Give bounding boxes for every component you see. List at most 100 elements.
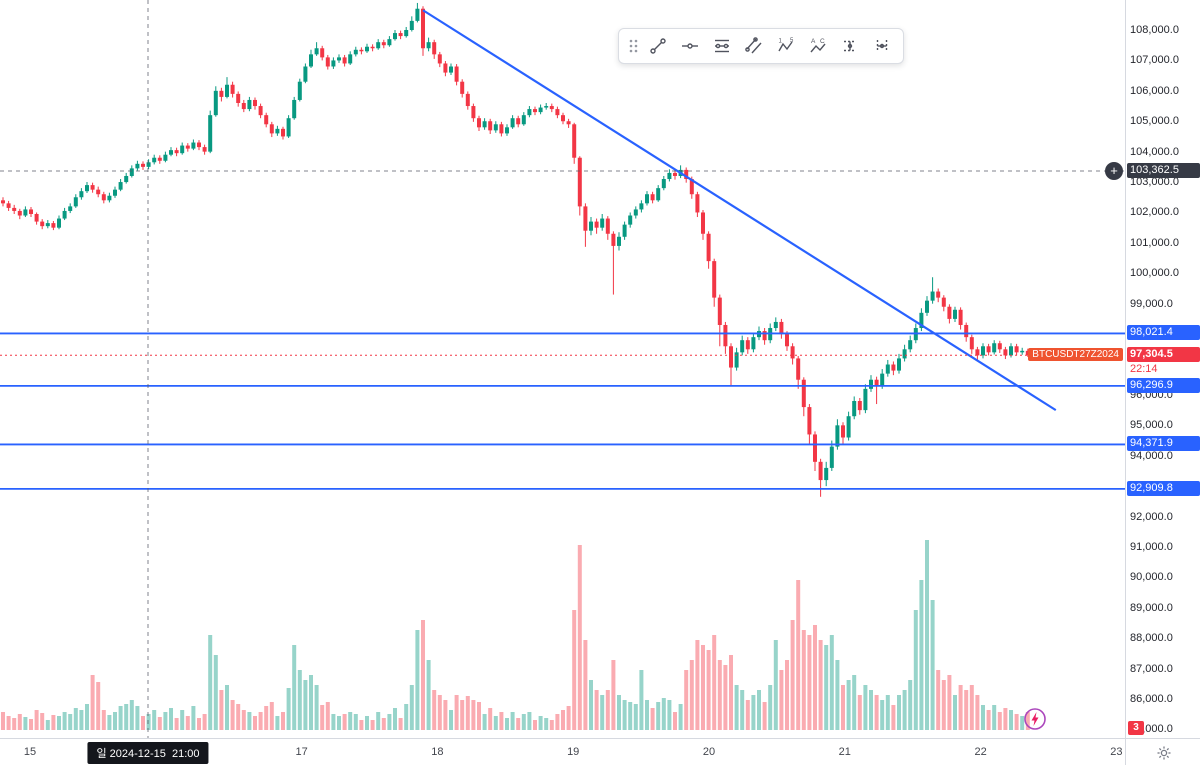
trend-line-tool-button[interactable] bbox=[643, 32, 673, 60]
volume-bar bbox=[600, 695, 605, 730]
volume-bar bbox=[779, 670, 784, 730]
volume-bar bbox=[460, 700, 465, 730]
volume-bar bbox=[841, 685, 845, 730]
volume-bar bbox=[499, 712, 504, 730]
quick-trade-lightning-button[interactable] bbox=[1023, 707, 1047, 731]
candle bbox=[751, 337, 756, 350]
candle bbox=[533, 109, 537, 113]
volume-bar bbox=[404, 704, 409, 730]
candle bbox=[68, 206, 73, 211]
candle bbox=[947, 306, 952, 319]
volume-bar bbox=[247, 712, 252, 730]
volume-bar bbox=[566, 706, 571, 730]
candle bbox=[398, 33, 403, 37]
volume-bar bbox=[208, 635, 213, 730]
volume-bar bbox=[527, 712, 532, 730]
volume-bar bbox=[415, 630, 420, 730]
axis-settings-corner[interactable] bbox=[1125, 738, 1200, 765]
volume-bar bbox=[969, 685, 974, 730]
candle bbox=[527, 109, 532, 116]
volume-bar bbox=[393, 708, 397, 730]
candle bbox=[482, 121, 487, 128]
add-order-plus-button[interactable]: + bbox=[1105, 162, 1123, 181]
lightning-icon bbox=[1024, 708, 1046, 730]
candle bbox=[605, 218, 610, 234]
candle bbox=[236, 93, 241, 103]
volume-bar bbox=[297, 670, 302, 730]
candle bbox=[415, 8, 420, 21]
time-axis-label: 19 bbox=[567, 746, 580, 758]
candle bbox=[572, 124, 577, 158]
volume-bar bbox=[241, 710, 246, 730]
volume-bar bbox=[964, 690, 969, 730]
volume-bar bbox=[538, 716, 543, 730]
candle bbox=[101, 194, 106, 201]
time-axis[interactable]: 일 2024-12-15 21:00 15 17 18 19 20 21 22 23 bbox=[0, 738, 1125, 765]
volume-bar bbox=[555, 714, 560, 730]
volume-bar bbox=[656, 702, 661, 730]
candle bbox=[471, 106, 476, 119]
volume-bar bbox=[1009, 710, 1013, 730]
alert-count-badge[interactable]: 3 bbox=[1128, 721, 1144, 736]
volume-bar bbox=[353, 714, 358, 730]
candle bbox=[874, 379, 879, 386]
volume-bar bbox=[73, 708, 78, 730]
volume-bar bbox=[639, 670, 644, 730]
candle bbox=[628, 215, 633, 225]
candle bbox=[359, 49, 364, 52]
volume-bar bbox=[533, 720, 537, 730]
candle bbox=[157, 157, 162, 161]
volume-bar bbox=[706, 650, 711, 730]
candle bbox=[135, 163, 140, 169]
candle bbox=[897, 358, 901, 371]
candle bbox=[701, 212, 705, 234]
candle bbox=[1014, 346, 1019, 353]
symbol-price-badge: BTCUSDT27Z2024 bbox=[1028, 348, 1123, 362]
price-range-tool-button[interactable] bbox=[835, 32, 865, 60]
volume-bar bbox=[79, 710, 84, 730]
date-range-tool-button[interactable] bbox=[867, 32, 897, 60]
volume-bar bbox=[1014, 714, 1019, 730]
volume-bar bbox=[225, 685, 229, 730]
volume-bar bbox=[12, 718, 17, 730]
candle bbox=[197, 142, 201, 148]
volume-bar bbox=[124, 704, 129, 730]
toolbar-drag-handle[interactable] bbox=[625, 32, 641, 60]
candle bbox=[981, 346, 985, 356]
volume-bar bbox=[51, 715, 56, 730]
candle bbox=[622, 224, 627, 237]
volume-bar bbox=[796, 580, 801, 730]
volume-bar bbox=[857, 695, 862, 730]
candle bbox=[309, 54, 313, 67]
volume-bar bbox=[281, 712, 285, 730]
candle bbox=[516, 118, 521, 125]
horizontal-line-tool-button[interactable] bbox=[675, 32, 705, 60]
candle bbox=[880, 373, 885, 386]
candle bbox=[73, 197, 78, 207]
candle bbox=[314, 48, 319, 55]
trendline[interactable] bbox=[422, 9, 1057, 412]
candle bbox=[964, 324, 969, 338]
volume-bar bbox=[729, 655, 733, 730]
price-tick-label: 95,000.0 bbox=[1130, 419, 1173, 432]
volume-bar bbox=[717, 660, 722, 730]
parallel-channel-tool-button[interactable] bbox=[739, 32, 769, 60]
volume-bar bbox=[342, 714, 347, 730]
volume-bar bbox=[628, 702, 633, 730]
price-axis[interactable]: 103,362.5 97,304.5 22:14 3 85,000.0 86,00… bbox=[1125, 0, 1200, 738]
candle bbox=[813, 434, 817, 462]
candle bbox=[583, 206, 588, 231]
fib-retracement-tool-button[interactable] bbox=[707, 32, 737, 60]
candle bbox=[443, 63, 448, 73]
time-axis-label: 21 bbox=[838, 746, 851, 758]
candle bbox=[460, 81, 465, 94]
volume-bar bbox=[757, 690, 761, 730]
volume-bar bbox=[611, 660, 616, 730]
price-tick-label: 101,000.0 bbox=[1130, 236, 1179, 249]
volume-bar bbox=[684, 670, 689, 730]
